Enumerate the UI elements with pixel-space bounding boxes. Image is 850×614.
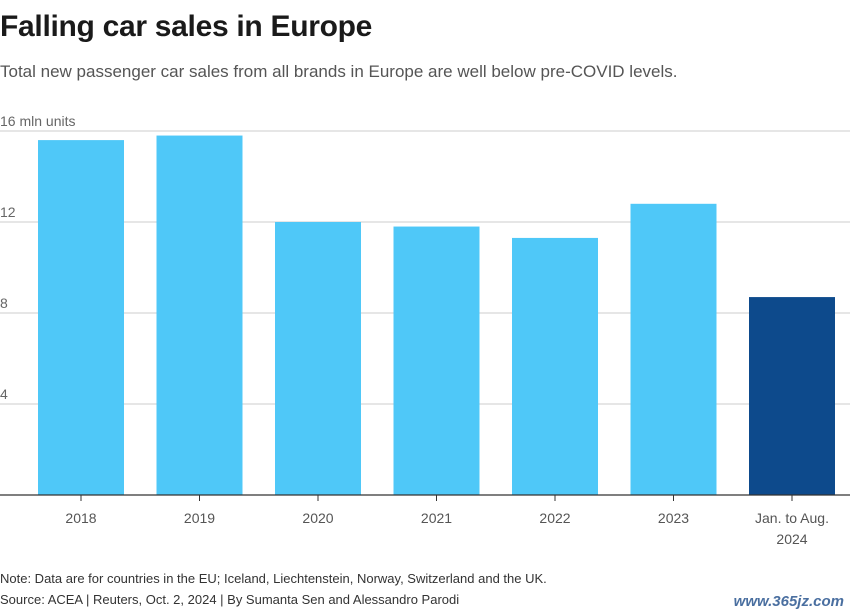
x-tick-label: 2020 bbox=[302, 510, 333, 526]
bar bbox=[38, 140, 124, 495]
y-tick-label: 4 bbox=[0, 386, 8, 402]
source-line: Source: ACEA | Reuters, Oct. 2, 2024 | B… bbox=[0, 592, 460, 607]
watermark: www.365jz.com bbox=[733, 593, 844, 610]
chart-title: Falling car sales in Europe bbox=[0, 10, 373, 43]
x-tick-label: 2021 bbox=[421, 510, 452, 526]
bar bbox=[512, 237, 598, 496]
bar bbox=[275, 222, 361, 495]
x-tick-label: 2019 bbox=[184, 510, 215, 526]
y-tick-label: 8 bbox=[0, 295, 8, 311]
x-tick-label: Jan. to Aug. 2024 bbox=[755, 510, 829, 547]
y-tick-label: 12 bbox=[0, 204, 16, 220]
x-tick-label: 2022 bbox=[539, 510, 570, 526]
footnote: Note: Data are for countries in the EU; … bbox=[0, 571, 547, 586]
x-tick-label: 2023 bbox=[658, 510, 689, 526]
bar bbox=[630, 203, 717, 496]
bar bbox=[156, 135, 243, 496]
chart-subtitle: Total new passenger car sales from all b… bbox=[0, 62, 678, 81]
bar bbox=[749, 297, 835, 495]
bar bbox=[393, 226, 480, 496]
x-tick-label: 2018 bbox=[65, 510, 96, 526]
y-tick-label: 16 mln units bbox=[0, 113, 75, 129]
